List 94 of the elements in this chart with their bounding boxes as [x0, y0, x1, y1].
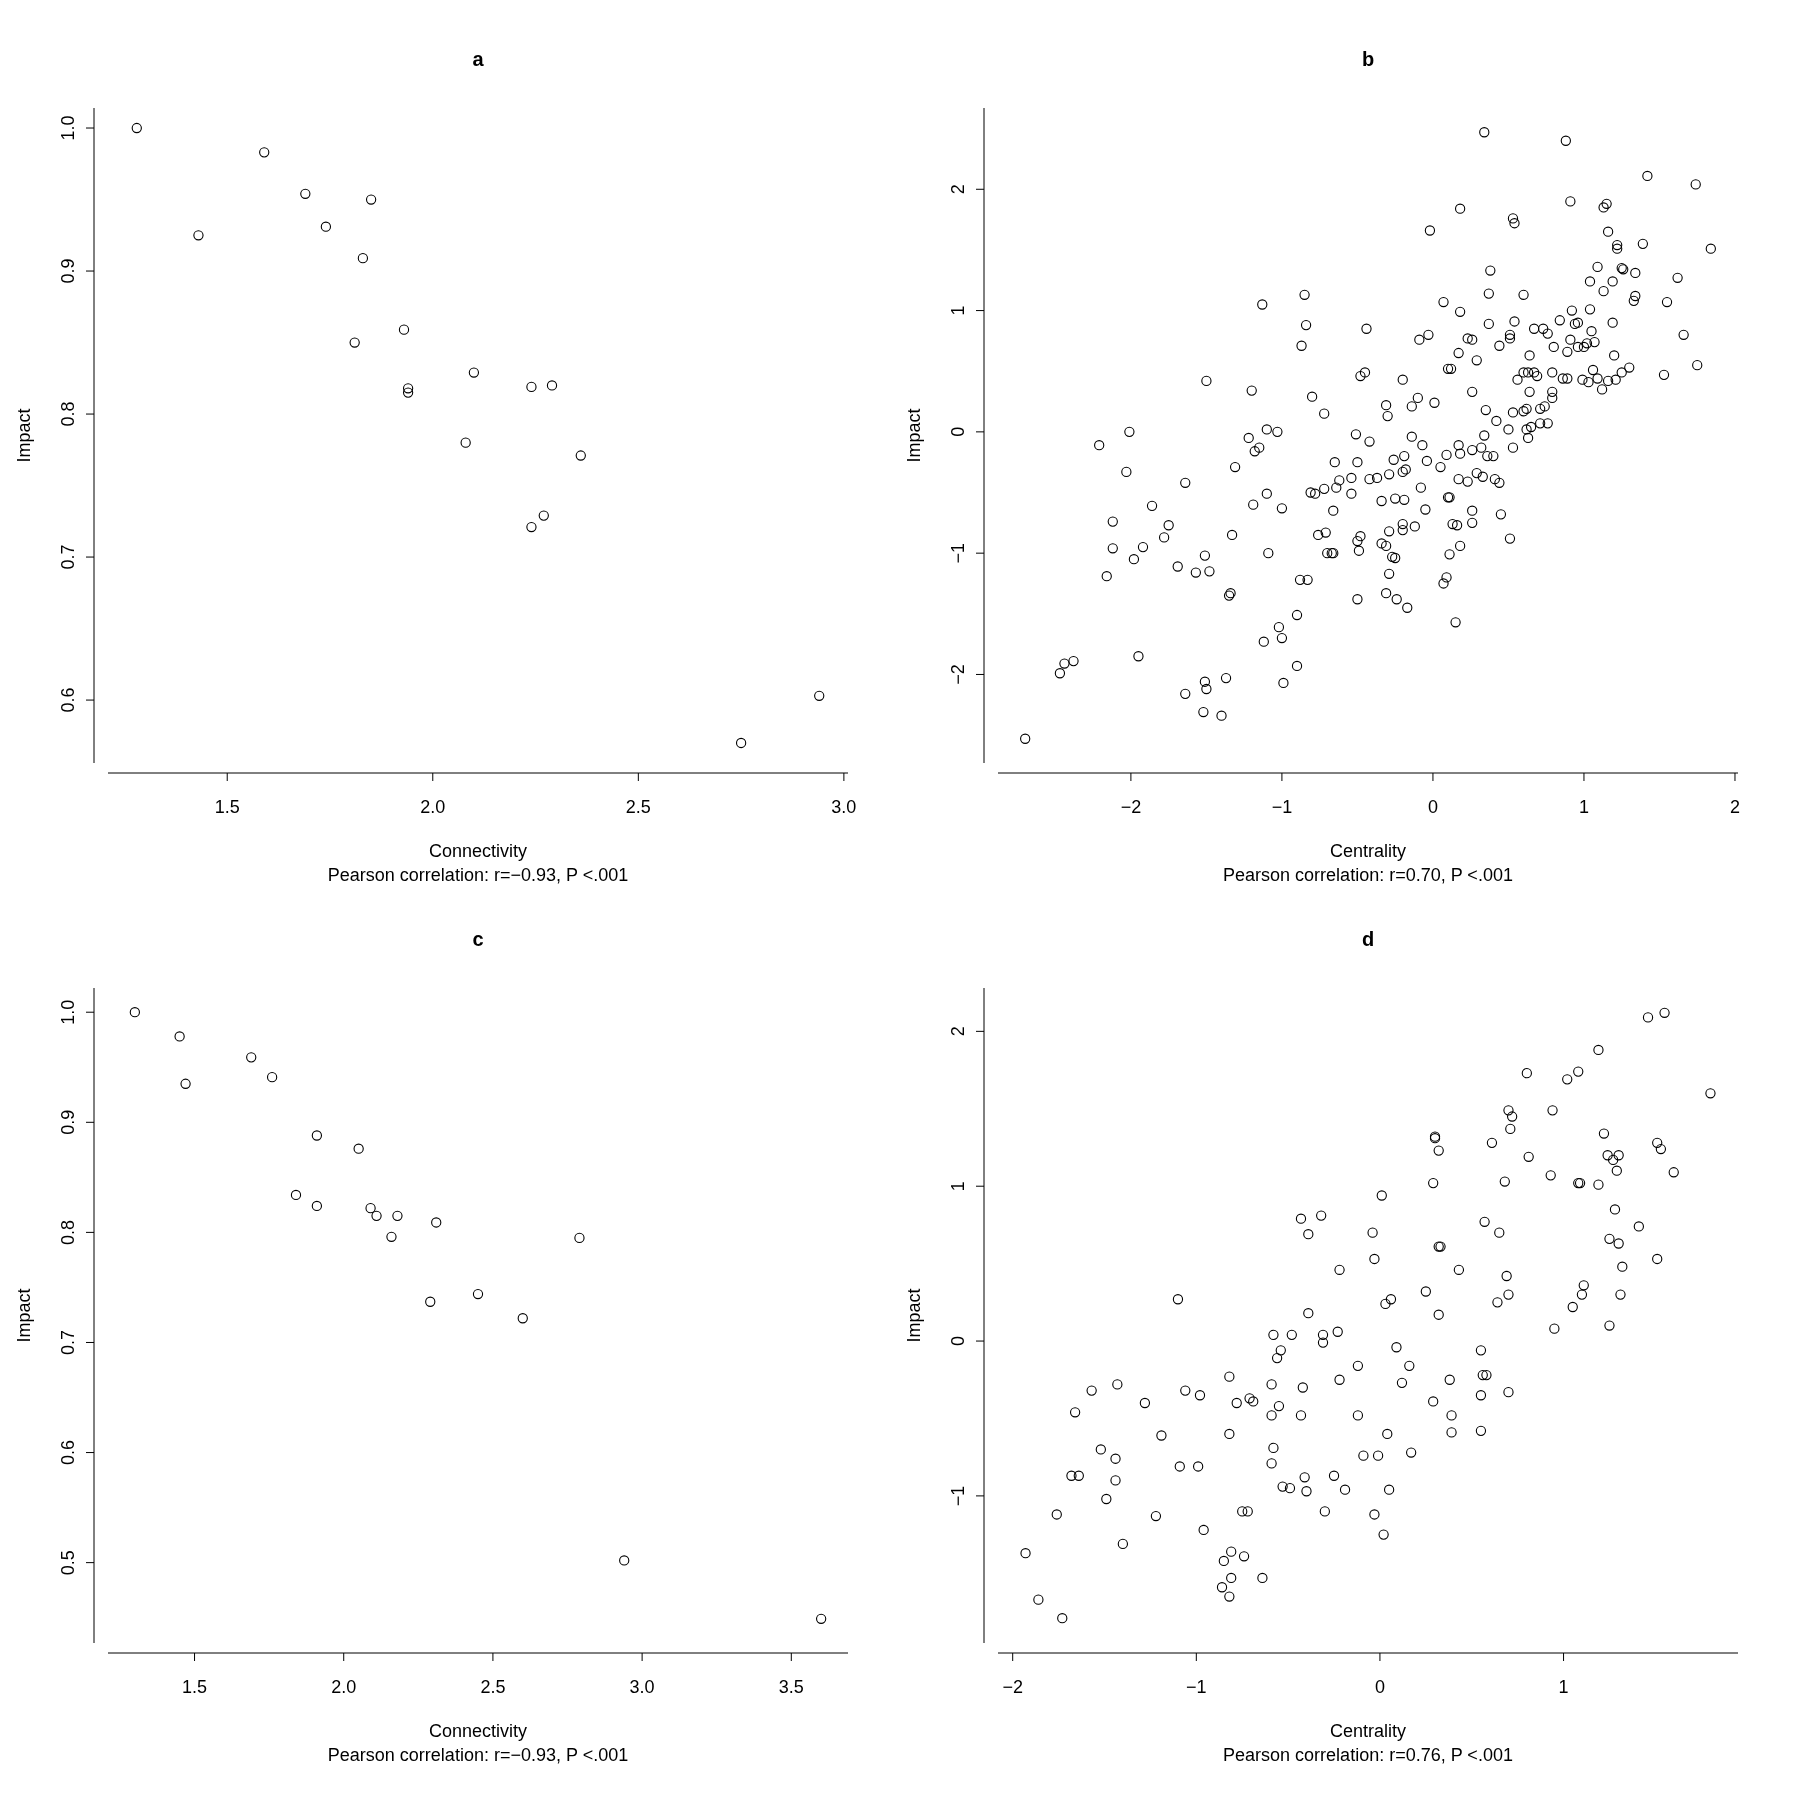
point [574, 1232, 585, 1244]
x-tick-label: 3.5 [778, 1677, 804, 1697]
y-tick-label: 0.7 [58, 1329, 78, 1355]
point [180, 1078, 191, 1089]
chart-title: b [1361, 48, 1375, 70]
x-tick-label: 0 [1427, 797, 1438, 817]
point [517, 1313, 528, 1324]
point [402, 387, 414, 398]
point [468, 367, 480, 378]
y-tick-label: 0.7 [58, 544, 78, 570]
y-axis-title: Impact [904, 408, 924, 463]
point [129, 1007, 141, 1018]
point [311, 1200, 323, 1212]
point [392, 1210, 403, 1222]
point [398, 324, 410, 335]
y-axis-title: Impact [14, 408, 34, 463]
x-tick-label: −2 [1120, 797, 1142, 817]
point [575, 450, 586, 461]
x-tick-label: 3.0 [629, 1677, 655, 1697]
y-tick-label: 2 [948, 184, 968, 195]
y-tick-label: 1 [948, 1181, 968, 1192]
point [300, 188, 311, 199]
x-tick-label: 1.5 [214, 797, 240, 817]
y-tick-label: 0 [948, 426, 968, 437]
point [425, 1296, 436, 1307]
x-tick-label: 2.5 [625, 797, 651, 817]
point [266, 1072, 278, 1083]
point [814, 690, 825, 701]
point [538, 510, 549, 521]
x-axis-title: Centrality [1329, 841, 1407, 861]
point [290, 1189, 302, 1201]
point [816, 1613, 827, 1624]
x-tick-label: 2.0 [331, 1677, 357, 1697]
point [349, 337, 360, 348]
y-tick-label: 0.8 [58, 401, 78, 427]
point [357, 253, 369, 264]
chart-title: d [1361, 928, 1375, 950]
x-tick-label: 1 [1558, 1677, 1569, 1697]
point [526, 521, 537, 533]
y-axis-title: Impact [14, 1288, 34, 1343]
point [460, 437, 471, 448]
y-tick-label: 0.9 [58, 1109, 78, 1135]
y-tick-label: −1 [948, 1485, 968, 1507]
y-tick-label: 0.5 [58, 1550, 78, 1576]
point [246, 1052, 257, 1063]
y-axis-title: Impact [904, 1288, 924, 1343]
y-tick-label: 0 [948, 1336, 968, 1347]
x-tick-label: 2.0 [420, 797, 446, 817]
x-tick-label: 1 [1578, 797, 1589, 817]
x-tick-label: 1.5 [182, 1677, 208, 1697]
y-tick-label: −1 [948, 542, 968, 564]
point [735, 737, 747, 749]
point [386, 1231, 397, 1242]
text: Pearson correlation: r=0.70, P <.001 [1223, 865, 1513, 885]
chart-title: c [472, 928, 484, 950]
point [526, 381, 537, 393]
y-tick-label: 2 [948, 1026, 968, 1037]
text: Pearson correlation: r=−0.93, P <.001 [327, 865, 629, 885]
text: Pearson correlation: r=0.76, P <.001 [1223, 1745, 1513, 1765]
point [320, 221, 332, 232]
x-tick-label: −2 [1002, 1677, 1023, 1697]
y-tick-label: 1 [948, 305, 968, 316]
x-tick-label: −1 [1271, 797, 1293, 817]
point [311, 1130, 323, 1141]
y-tick-label: 1.0 [58, 999, 78, 1025]
point [472, 1288, 484, 1300]
point [402, 383, 414, 394]
y-tick-label: 1.0 [58, 115, 78, 141]
point [546, 380, 558, 391]
y-tick-label: 0.9 [58, 258, 78, 284]
point [259, 147, 270, 158]
x-axis-title: Connectivity [428, 1721, 528, 1741]
chart-title: a [472, 48, 485, 70]
point [365, 1203, 376, 1214]
point [193, 230, 204, 241]
x-tick-label: 3.0 [831, 797, 857, 817]
x-axis-title: Centrality [1329, 1721, 1407, 1741]
point [371, 1210, 382, 1222]
point [365, 194, 377, 205]
point [619, 1555, 630, 1566]
y-tick-label: 0.8 [58, 1219, 78, 1245]
x-axis-title: Connectivity [428, 841, 528, 861]
y-tick-label: 0.6 [58, 1440, 78, 1466]
text: Pearson correlation: r=−0.93, P <.001 [327, 1745, 629, 1765]
point [131, 122, 142, 134]
y-tick-label: 0.6 [58, 687, 78, 713]
x-tick-label: 0 [1374, 1677, 1385, 1697]
point [353, 1143, 364, 1154]
x-tick-label: −1 [1186, 1677, 1207, 1697]
x-tick-label: 2.5 [480, 1677, 506, 1697]
point [174, 1031, 185, 1042]
x-tick-label: 2 [1729, 797, 1740, 817]
point [431, 1217, 442, 1228]
y-tick-label: −2 [948, 664, 968, 685]
